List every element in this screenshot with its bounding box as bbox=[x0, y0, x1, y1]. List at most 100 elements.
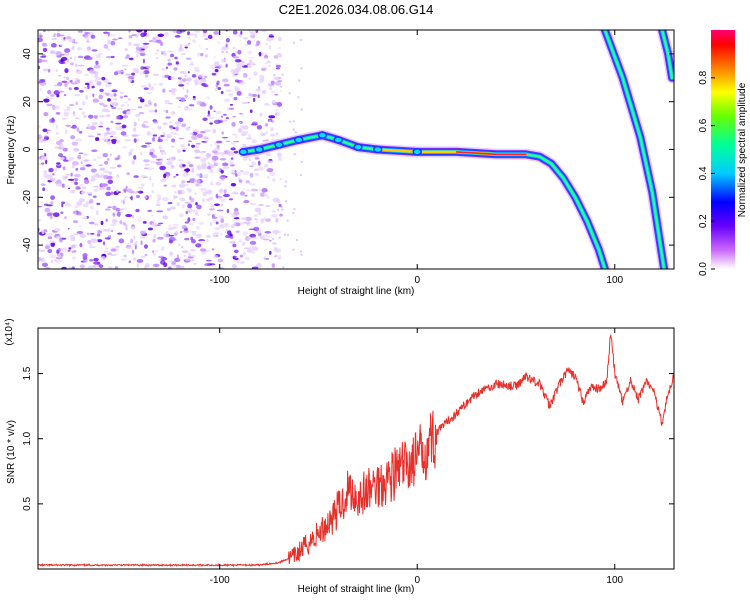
noise-speckle bbox=[157, 33, 164, 37]
noise-speckle bbox=[109, 62, 114, 66]
noise-speckle bbox=[67, 249, 71, 252]
noise-speckle bbox=[55, 124, 59, 130]
noise-speckle bbox=[223, 83, 230, 87]
noise-speckle bbox=[173, 67, 178, 71]
noise-speckle bbox=[131, 249, 134, 255]
noise-speckle bbox=[251, 188, 259, 192]
noise-speckle bbox=[269, 250, 272, 255]
noise-speckle bbox=[39, 249, 45, 253]
noise-speckle bbox=[143, 104, 150, 107]
noise-speckle bbox=[230, 157, 234, 160]
noise-speckle bbox=[155, 39, 162, 43]
noise-speckle bbox=[214, 68, 219, 73]
noise-speckle bbox=[103, 43, 109, 49]
noise-speckle bbox=[288, 92, 291, 95]
noise-speckle bbox=[118, 37, 123, 39]
noise-speckle bbox=[153, 52, 159, 55]
noise-speckle bbox=[192, 262, 197, 265]
noise-speckle bbox=[170, 87, 177, 93]
noise-speckle bbox=[190, 61, 194, 65]
noise-speckle bbox=[216, 61, 219, 64]
noise-speckle bbox=[239, 191, 246, 196]
noise-speckle bbox=[186, 181, 191, 183]
noise-speckle bbox=[235, 135, 238, 138]
noise-speckle bbox=[156, 162, 162, 166]
noise-speckle bbox=[63, 52, 70, 57]
noise-speckle bbox=[106, 175, 113, 180]
noise-speckle bbox=[189, 249, 197, 252]
noise-speckle bbox=[239, 124, 246, 129]
noise-speckle bbox=[120, 131, 127, 136]
noise-speckle bbox=[228, 93, 234, 97]
noise-speckle bbox=[231, 133, 238, 136]
noise-speckle bbox=[274, 112, 278, 116]
noise-speckle bbox=[90, 168, 97, 173]
noise-speckle bbox=[87, 114, 94, 119]
noise-speckle bbox=[99, 102, 105, 106]
noise-speckle bbox=[263, 102, 270, 106]
snr-panel: -100 0 100 0.5 1.0 1.5 (x10⁴) Height of stra… bbox=[4, 318, 675, 595]
noise-speckle bbox=[85, 164, 92, 167]
noise-speckle bbox=[149, 151, 154, 156]
noise-speckle bbox=[218, 188, 224, 194]
noise-speckle bbox=[248, 77, 252, 80]
noise-speckle bbox=[179, 43, 183, 48]
noise-speckle bbox=[42, 59, 48, 62]
noise-speckle bbox=[59, 247, 63, 251]
noise-speckle bbox=[159, 260, 166, 265]
noise-speckle bbox=[202, 136, 209, 140]
noise-speckle bbox=[144, 142, 152, 145]
noise-speckle bbox=[136, 258, 144, 263]
noise-speckle bbox=[199, 130, 206, 134]
noise-speckle bbox=[232, 69, 240, 75]
noise-speckle bbox=[156, 49, 159, 52]
noise-speckle bbox=[271, 210, 277, 213]
noise-speckle bbox=[181, 250, 189, 254]
noise-speckle bbox=[195, 233, 203, 238]
noise-speckle bbox=[234, 87, 240, 92]
noise-speckle bbox=[57, 74, 62, 77]
noise-speckle bbox=[152, 134, 158, 137]
x-tick-label: 100 bbox=[606, 275, 623, 286]
noise-speckle bbox=[151, 167, 155, 170]
noise-speckle bbox=[146, 92, 152, 94]
noise-speckle bbox=[149, 176, 152, 181]
noise-speckle bbox=[123, 189, 127, 193]
noise-speckle bbox=[133, 175, 139, 178]
noise-speckle bbox=[97, 52, 103, 55]
noise-speckle bbox=[225, 140, 231, 142]
noise-speckle bbox=[128, 260, 131, 264]
noise-speckle bbox=[254, 207, 262, 213]
noise-speckle bbox=[300, 67, 303, 70]
noise-speckle bbox=[65, 175, 68, 180]
noise-speckle bbox=[167, 62, 172, 66]
noise-speckle bbox=[56, 179, 61, 184]
noise-speckle bbox=[240, 260, 245, 265]
noise-speckle bbox=[95, 54, 101, 58]
noise-speckle bbox=[48, 167, 54, 173]
noise-speckle bbox=[234, 59, 242, 63]
track-blob bbox=[274, 140, 284, 149]
noise-speckle bbox=[82, 111, 85, 115]
noise-speckle bbox=[96, 133, 101, 136]
noise-speckle bbox=[244, 43, 248, 47]
noise-speckle bbox=[83, 205, 87, 208]
noise-speckle bbox=[77, 64, 85, 67]
noise-speckle bbox=[172, 223, 180, 226]
noise-speckle bbox=[192, 210, 196, 213]
noise-speckle bbox=[102, 241, 106, 246]
noise-speckle bbox=[126, 103, 129, 107]
noise-speckle bbox=[232, 74, 237, 77]
noise-speckle bbox=[49, 254, 57, 259]
noise-speckle bbox=[47, 30, 51, 33]
noise-speckle bbox=[38, 139, 44, 143]
noise-speckle bbox=[135, 46, 140, 51]
noise-speckle bbox=[293, 152, 296, 156]
noise-speckle bbox=[300, 160, 303, 164]
noise-speckle bbox=[271, 263, 275, 268]
noise-speckle bbox=[174, 195, 178, 198]
noise-speckle bbox=[242, 143, 246, 146]
noise-speckle bbox=[173, 133, 180, 136]
noise-speckle bbox=[182, 87, 185, 91]
noise-speckle bbox=[284, 180, 288, 183]
